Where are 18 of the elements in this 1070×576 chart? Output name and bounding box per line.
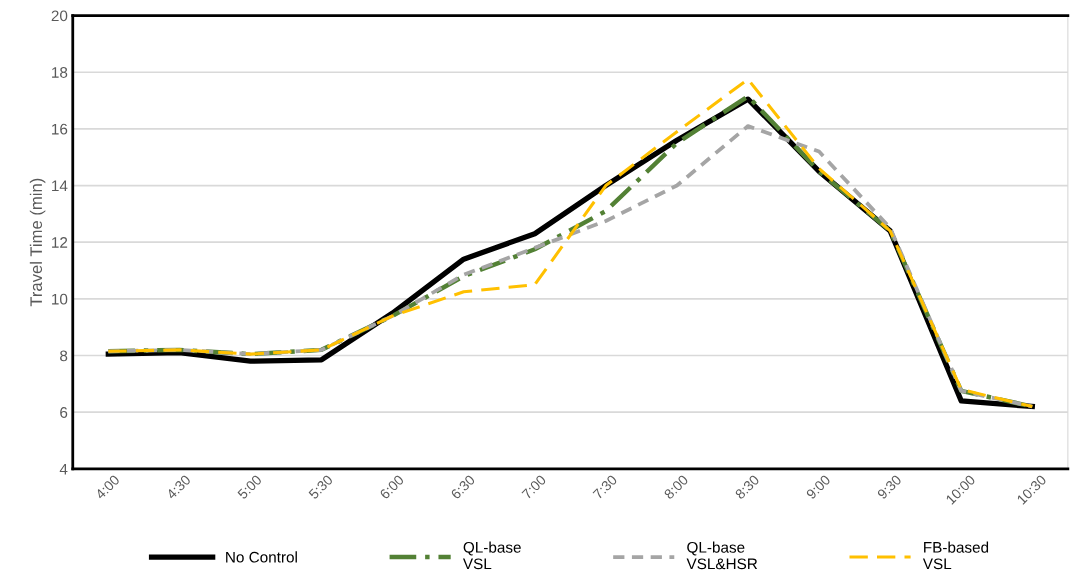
legend-label: QL-base VSL&HSR [686,541,758,570]
x-tick-label: 4:30 [165,474,192,500]
y-tick-label: 4 [59,463,68,475]
legend-label: FB-based VSL [922,541,989,570]
y-tick-label: 6 [60,407,68,418]
y-tick-label: 16 [52,123,68,135]
legend-label: No Control [226,551,297,563]
y-tick-label: 14 [52,180,68,192]
y-tick-label: 10 [52,293,68,305]
y-axis-title: Travel Time (min) [29,178,46,307]
y-tick-label: 12 [52,237,68,248]
y-tick-label: 20 [51,10,68,22]
x-tick-label: 4:00 [94,474,121,500]
legend-label: QL-base VSL [462,541,521,570]
x-tick-label: 7:30 [592,474,618,500]
x-tick-label: 7:00 [521,474,547,500]
y-tick-label: 8 [60,350,68,362]
y-tick-label: 18 [52,67,68,78]
